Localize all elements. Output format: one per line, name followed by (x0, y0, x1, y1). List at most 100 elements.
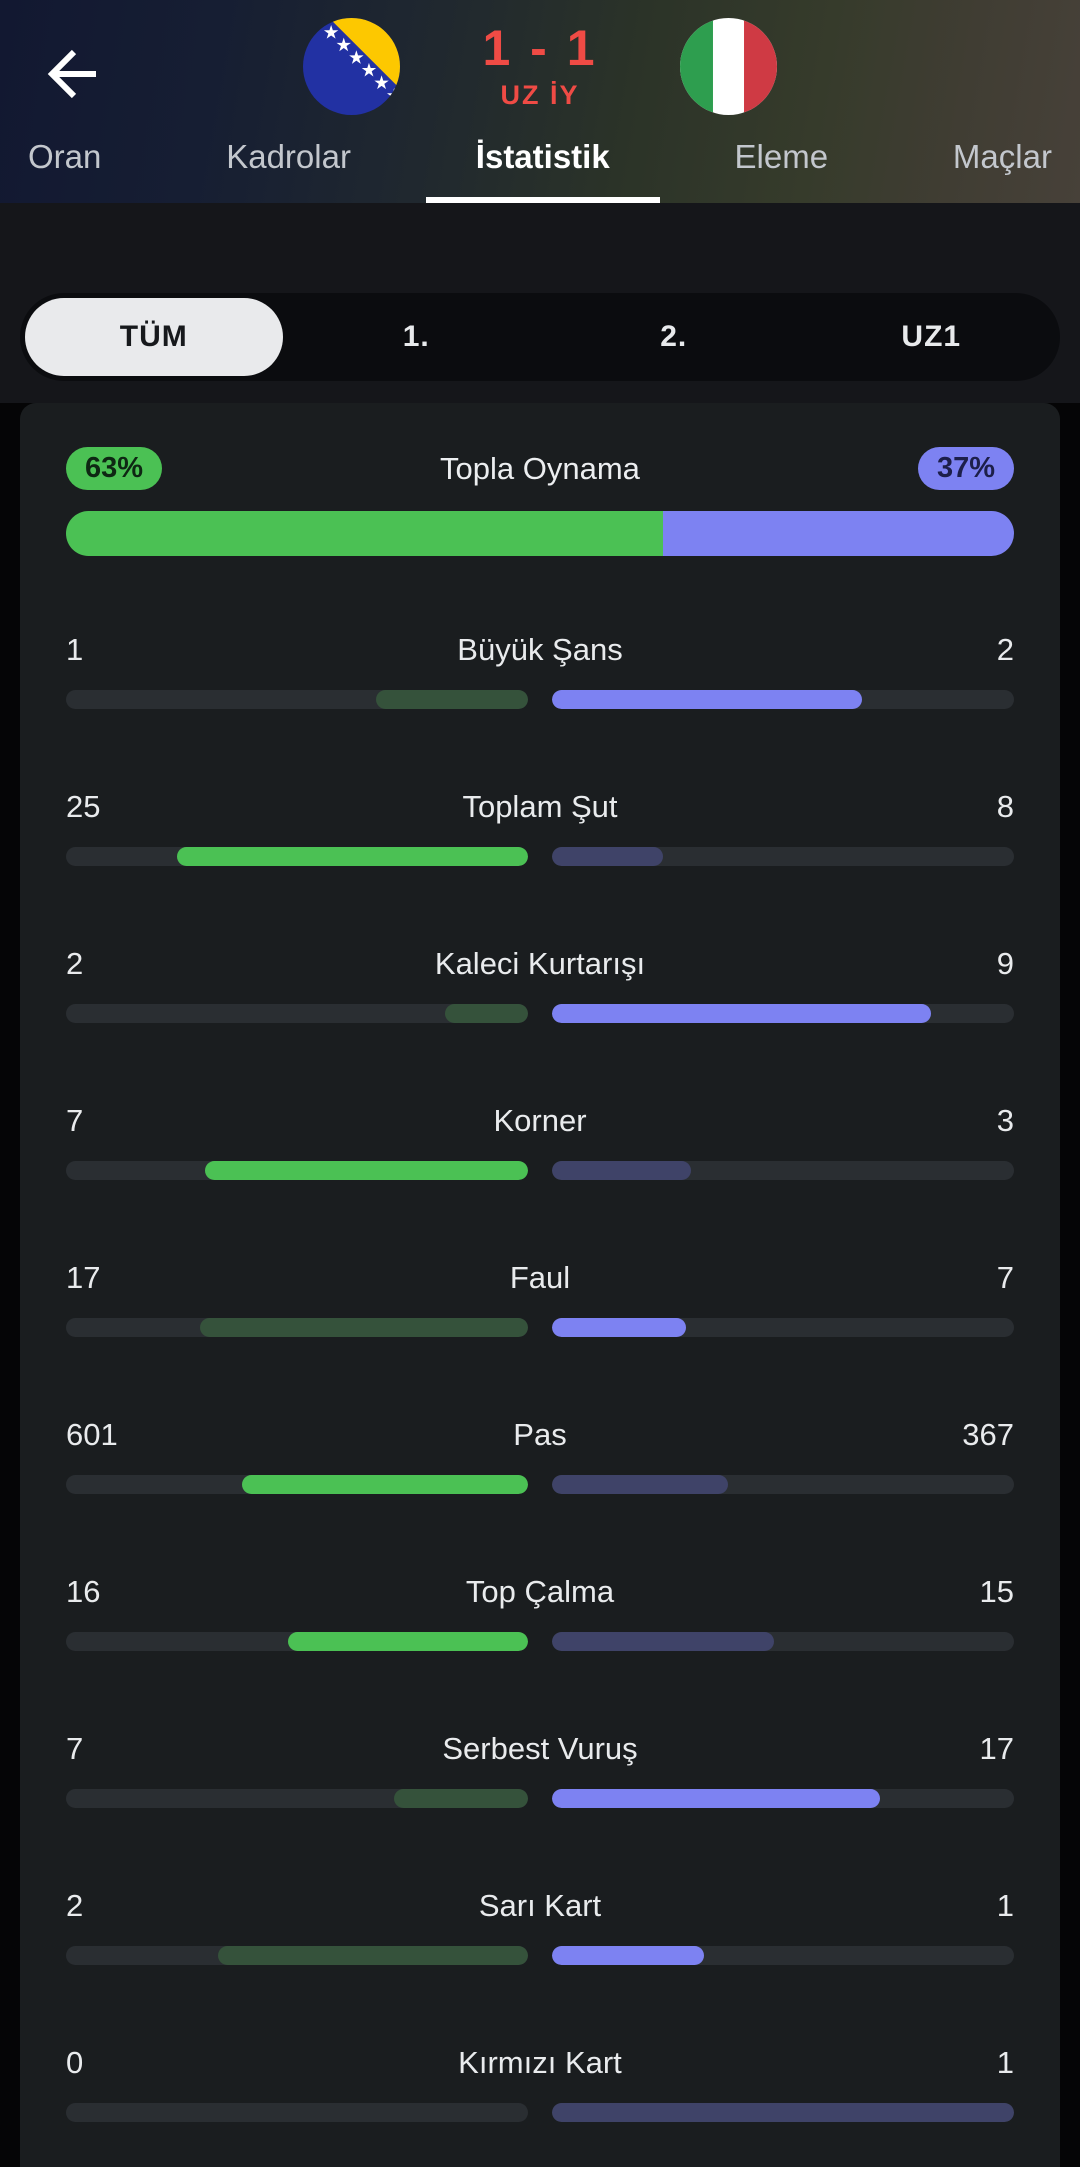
stat-label: Toplam Şut (462, 789, 618, 824)
home-bar-fill (199, 1318, 528, 1337)
stat-row-toplam-sut: 25 Toplam Şut 8 (66, 789, 1014, 866)
filter-tum[interactable]: TÜM (25, 298, 283, 376)
stat-label: Kaleci Kurtarışı (434, 946, 646, 981)
stat-row-serbest-vurus: 7 Serbest Vuruş 17 (66, 1731, 1014, 1808)
filter-2[interactable]: 2. (660, 320, 688, 353)
home-value: 25 (66, 789, 101, 824)
possession-home-badge: 63% (66, 447, 163, 490)
stat-label: Korner (493, 1103, 587, 1138)
possession-away-fill (663, 511, 1014, 556)
away-bar-fill (552, 1789, 881, 1808)
stats-card: 63% Topla Oynama 37% 1 Büyük Şans 2 25 T… (20, 403, 1060, 2167)
stat-row-pas: 601 Pas 367 (66, 1417, 1014, 1494)
home-bar-track (66, 690, 528, 709)
home-bar-fill (204, 1161, 528, 1180)
filter-uz1[interactable]: UZ1 (901, 320, 962, 353)
away-bar-track (552, 690, 1014, 709)
away-bar-track (552, 2103, 1014, 2122)
stat-label: Kırmızı Kart (458, 2045, 622, 2080)
period-filter-band: TÜM 1. 2. UZ1 (0, 203, 1080, 403)
away-bar-fill (552, 2103, 1014, 2122)
home-bar-track (66, 1318, 528, 1337)
home-bar-track (66, 1789, 528, 1808)
home-bar-fill (218, 1946, 528, 1965)
home-bar-track (66, 847, 528, 866)
away-bar-track (552, 1318, 1014, 1337)
away-bar-fill (552, 1475, 728, 1494)
possession-label: Topla Oynama (440, 450, 640, 486)
away-bar-fill (552, 1632, 774, 1651)
home-bar-track (66, 1161, 528, 1180)
stat-label: Serbest Vuruş (442, 1731, 638, 1766)
home-value: 7 (66, 1731, 84, 1766)
stat-label: Büyük Şans (457, 632, 623, 667)
home-value: 0 (66, 2045, 84, 2080)
home-value: 601 (66, 1417, 118, 1452)
away-bar-fill (552, 1318, 686, 1337)
away-bar-track (552, 1632, 1014, 1651)
home-bar-track (66, 1946, 528, 1965)
away-value: 1 (996, 1888, 1014, 1923)
home-value: 7 (66, 1103, 84, 1138)
possession-bar (66, 511, 1014, 556)
tab-oran[interactable]: Oran (28, 138, 102, 175)
match-header: 1 - 1 UZ İY Oran Kadrolar İstatistik Eleme M… (0, 0, 1080, 203)
away-value: 8 (996, 789, 1014, 824)
away-bar-track (552, 1475, 1014, 1494)
away-bar-track (552, 1946, 1014, 1965)
away-value: 17 (979, 1731, 1014, 1766)
away-value: 1 (996, 2045, 1014, 2080)
period-segmented-control: TÜM 1. 2. UZ1 (20, 293, 1060, 381)
home-bar-fill (375, 690, 528, 709)
away-value: 2 (996, 632, 1014, 667)
home-bar-track (66, 1632, 528, 1651)
home-value: 1 (66, 632, 84, 667)
italy-flag (680, 18, 777, 115)
match-status: UZ İY (500, 79, 580, 110)
stat-label: Sarı Kart (478, 1888, 602, 1923)
away-bar-track (552, 1789, 1014, 1808)
match-score: 1 - 1 (482, 19, 598, 76)
filter-1[interactable]: 1. (402, 320, 430, 353)
home-bar-fill (176, 847, 528, 866)
stat-label: Faul (509, 1260, 571, 1295)
stat-row-faul: 17 Faul 7 (66, 1260, 1014, 1337)
away-bar-fill (552, 1004, 931, 1023)
stat-row-sari-kart: 2 Sarı Kart 1 (66, 1888, 1014, 1965)
stat-row-top-calma: 16 Top Çalma 15 (66, 1574, 1014, 1651)
away-value: 7 (996, 1260, 1014, 1295)
away-value: 3 (996, 1103, 1014, 1138)
tab-eleme[interactable]: Eleme (734, 138, 829, 175)
stat-row-korner: 7 Korner 3 (66, 1103, 1014, 1180)
back-arrow-icon (47, 49, 96, 99)
tab-istatistik[interactable]: İstatistik (425, 138, 660, 203)
home-value: 17 (66, 1260, 101, 1295)
home-bar-track (66, 1004, 528, 1023)
home-bar-fill (241, 1475, 528, 1494)
away-bar-track (552, 1004, 1014, 1023)
home-value: 2 (66, 946, 84, 981)
home-value: 16 (66, 1574, 101, 1609)
tab-kadrolar[interactable]: Kadrolar (226, 138, 351, 175)
stat-row-kaleci-kurtarisi: 2 Kaleci Kurtarışı 9 (66, 946, 1014, 1023)
tab-bar: Oran Kadrolar İstatistik Eleme Maçlar (0, 131, 1080, 203)
away-value: 9 (996, 946, 1014, 981)
possession-away-badge: 37% (917, 447, 1014, 490)
away-bar-fill (552, 847, 663, 866)
back-button[interactable] (40, 42, 104, 106)
tab-maclar[interactable]: Maçlar (952, 138, 1052, 175)
bosnia-herzegovina-flag (303, 18, 400, 115)
stat-row-kirmizi-kart: 0 Kırmızı Kart 1 (66, 2045, 1014, 2122)
home-bar-track (66, 1475, 528, 1494)
away-bar-fill (552, 1946, 705, 1965)
home-bar-fill (287, 1632, 528, 1651)
possession-home-fill (66, 511, 664, 556)
home-bar-fill (444, 1004, 528, 1023)
home-bar-fill (394, 1789, 528, 1808)
away-value: 367 (962, 1417, 1014, 1452)
stat-row-buyuk-sans: 1 Büyük Şans 2 (66, 632, 1014, 709)
home-bar-track (66, 2103, 528, 2122)
away-value: 15 (979, 1574, 1014, 1609)
stat-label: Pas (513, 1417, 567, 1452)
away-bar-track (552, 1161, 1014, 1180)
